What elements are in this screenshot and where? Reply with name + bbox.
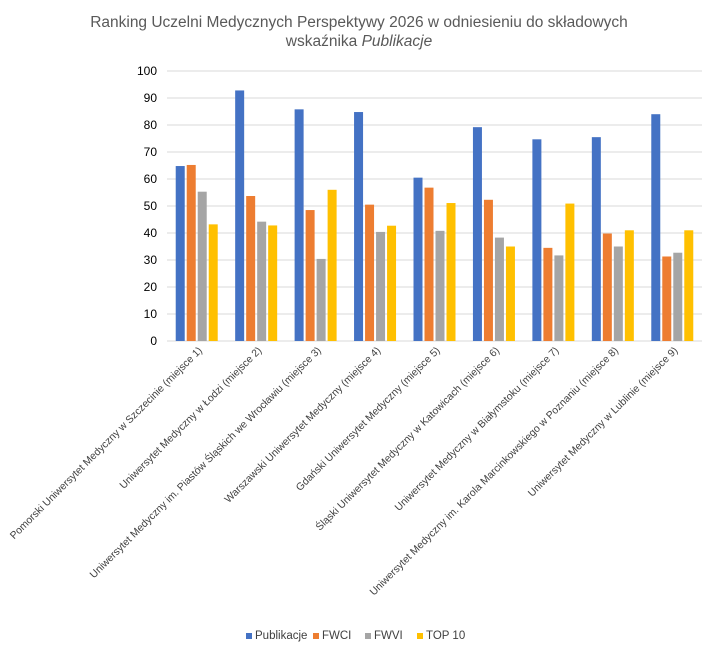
bar-top-10 — [446, 203, 456, 341]
bar-top-10 — [505, 246, 515, 341]
legend-label: FWCI — [322, 630, 351, 642]
y-axis-ticks: 0 10 20 30 40 50 60 70 80 90 100 — [137, 64, 157, 348]
bar-publikacje — [354, 112, 364, 341]
legend-label: TOP 10 — [426, 630, 465, 642]
bar-fwci — [602, 233, 612, 341]
y-tick-label: 70 — [144, 145, 158, 159]
bar-fwvi — [316, 258, 326, 341]
bar-top-10 — [327, 189, 337, 341]
bar-fwvi — [613, 246, 623, 341]
chart-title-line2-prefix: wskaźnika — [285, 33, 362, 50]
y-tick-label: 10 — [144, 307, 158, 321]
y-tick-label: 40 — [144, 226, 158, 240]
bar-publikacje — [532, 139, 542, 341]
bars — [175, 90, 694, 341]
y-tick-label: 20 — [144, 280, 158, 294]
bar-top-10 — [565, 203, 575, 341]
bar-fwci — [424, 187, 434, 341]
bar-publikacje — [651, 114, 661, 341]
bar-top-10 — [624, 230, 634, 341]
legend-label: Publikacje — [255, 630, 307, 642]
y-tick-label: 80 — [144, 118, 158, 132]
bar-publikacje — [413, 177, 423, 341]
y-tick-label: 100 — [137, 64, 157, 78]
legend-swatch — [365, 633, 371, 639]
bar-fwvi — [554, 255, 564, 341]
bar-fwvi — [673, 252, 683, 341]
bar-top-10 — [208, 224, 218, 341]
bar-fwci — [483, 199, 493, 341]
bar-fwvi — [435, 230, 445, 341]
bar-fwvi — [494, 237, 504, 341]
x-category-label: Uniwersytet Medyczny im. Piastów Śląskic… — [87, 344, 324, 581]
bar-top-10 — [387, 225, 397, 341]
y-tick-label: 0 — [150, 334, 157, 348]
legend-label: FWVI — [374, 630, 403, 642]
gridlines — [167, 70, 702, 342]
chart-title: Ranking Uczelni Medycznych Perspektywy 2… — [90, 14, 628, 31]
bar-top-10 — [684, 230, 694, 341]
x-axis-labels: Pomorski Uniwersytet Medyczny w Szczecin… — [8, 344, 680, 598]
bar-fwvi — [197, 191, 207, 341]
bar-fwci — [246, 196, 256, 341]
bar-fwci — [186, 164, 196, 341]
legend-swatch — [417, 633, 423, 639]
y-tick-label: 50 — [144, 199, 158, 213]
y-tick-label: 60 — [144, 172, 158, 186]
chart-title-line2-italic: Publikacje — [362, 33, 433, 50]
bar-publikacje — [591, 137, 601, 341]
bar-publikacje — [472, 127, 482, 341]
y-tick-label: 30 — [144, 253, 158, 267]
legend: Publikacje FWCI FWVI TOP 10 — [246, 630, 465, 642]
bar-fwvi — [376, 231, 386, 341]
bar-fwvi — [257, 221, 267, 341]
bar-fwci — [365, 204, 375, 341]
bar-publikacje — [294, 109, 304, 341]
y-tick-label: 90 — [144, 91, 158, 105]
chart-title-line2: wskaźnika Publikacje — [285, 33, 433, 50]
bar-fwci — [305, 210, 315, 341]
legend-swatch — [313, 633, 319, 639]
bar-fwci — [543, 247, 553, 341]
legend-swatch — [246, 633, 252, 639]
bar-publikacje — [235, 90, 245, 341]
bar-fwci — [662, 256, 672, 341]
bar-top-10 — [268, 225, 278, 341]
x-category-label: Pomorski Uniwersytet Medyczny w Szczecin… — [8, 345, 204, 541]
bar-publikacje — [175, 166, 185, 341]
